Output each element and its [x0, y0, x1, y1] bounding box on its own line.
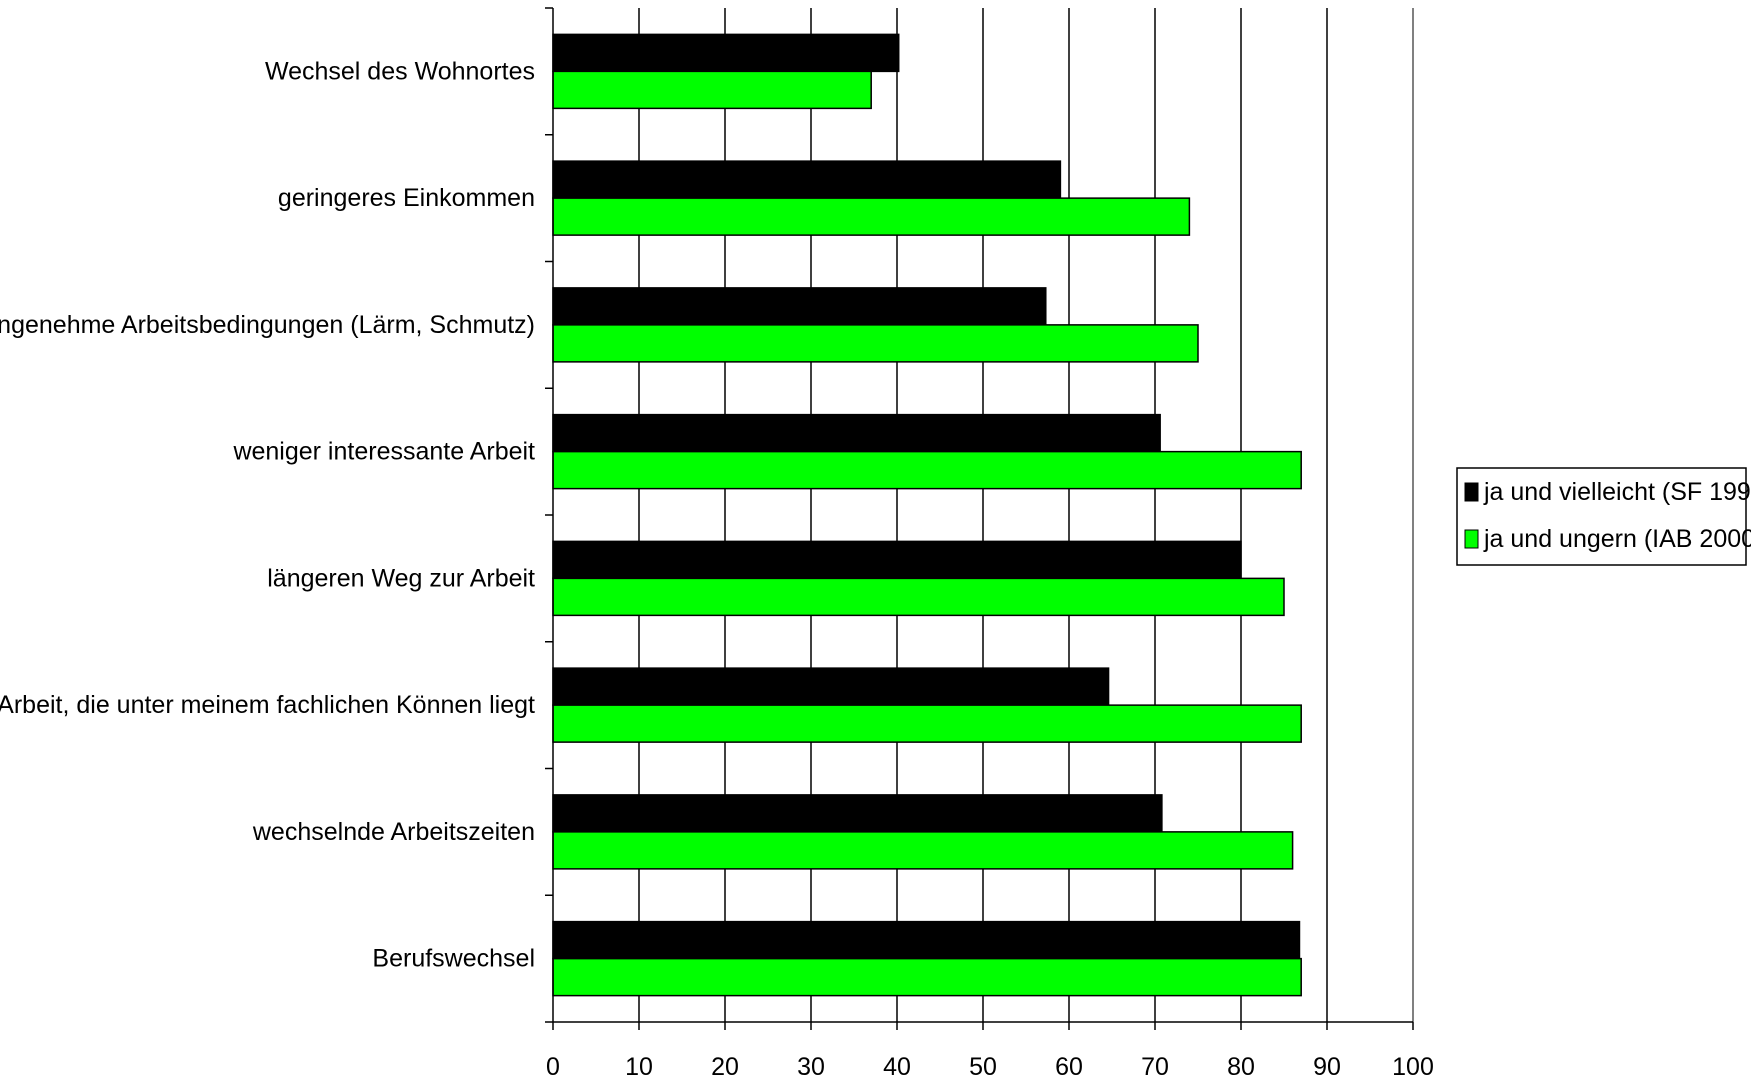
bar-series-2: [552, 70, 872, 110]
category-label: geringeres Einkommen: [278, 184, 535, 212]
legend-swatch-series-2: [1464, 529, 1479, 549]
category-label: wechselnde Arbeitszeiten: [252, 818, 535, 846]
x-tick-label: 20: [711, 1053, 739, 1081]
bar-series-2: [552, 704, 1302, 743]
x-tick-label: 50: [969, 1053, 997, 1081]
category-label: unangenehme Arbeitsbedingungen (Lärm, Sc…: [0, 311, 535, 339]
bar-series-2: [552, 831, 1294, 870]
bar-series-1: [552, 33, 900, 73]
x-tick-label: 0: [546, 1053, 560, 1081]
legend: ja und vielleicht (SF 1999) ja und unger…: [1456, 467, 1751, 566]
bar-series-1: [552, 160, 1062, 199]
axes: [545, 7, 1414, 1030]
legend-swatch-series-1: [1464, 482, 1479, 502]
bar-series-2: [552, 957, 1302, 997]
x-tick-label: 90: [1313, 1053, 1341, 1081]
x-tick-label: 60: [1055, 1053, 1083, 1081]
x-tick-label: 30: [797, 1053, 825, 1081]
x-tick-label: 40: [883, 1053, 911, 1081]
tick-labels: 0 10 20 30 40 50 60 70 80 90 100: [546, 1053, 1434, 1081]
bar-series-1: [552, 540, 1242, 580]
legend-box: [1456, 467, 1747, 566]
category-label: längeren Weg zur Arbeit: [267, 564, 535, 592]
bars: [552, 33, 1302, 997]
gridlines: [638, 8, 1414, 1022]
legend-label-series-1: ja und vielleicht (SF 1999): [1483, 478, 1751, 506]
category-label: Arbeit, die unter meinem fachlichen Könn…: [0, 691, 535, 719]
bar-series-2: [552, 577, 1285, 617]
x-tick-label: 70: [1141, 1053, 1169, 1081]
bar-series-1: [552, 920, 1301, 960]
category-label: Berufswechsel: [372, 945, 535, 973]
bar-series-1: [552, 287, 1047, 326]
category-label: Wechsel des Wohnortes: [265, 57, 535, 85]
x-tick-label: 80: [1227, 1053, 1255, 1081]
x-tick-label: 100: [1392, 1053, 1434, 1081]
bar-series-2: [552, 324, 1199, 363]
legend-label-series-2: ja und ungern (IAB 2000): [1483, 525, 1751, 553]
bar-series-2: [552, 450, 1302, 490]
category-labels: Wechsel des Wohnortes geringeres Einkomme…: [0, 57, 535, 972]
bar-series-1: [552, 413, 1161, 453]
x-tick-label: 10: [625, 1053, 653, 1081]
bar-series-1: [552, 667, 1110, 706]
bar-series-1: [552, 794, 1163, 833]
category-label: weniger interessante Arbeit: [232, 438, 535, 466]
bar-series-2: [552, 197, 1191, 236]
